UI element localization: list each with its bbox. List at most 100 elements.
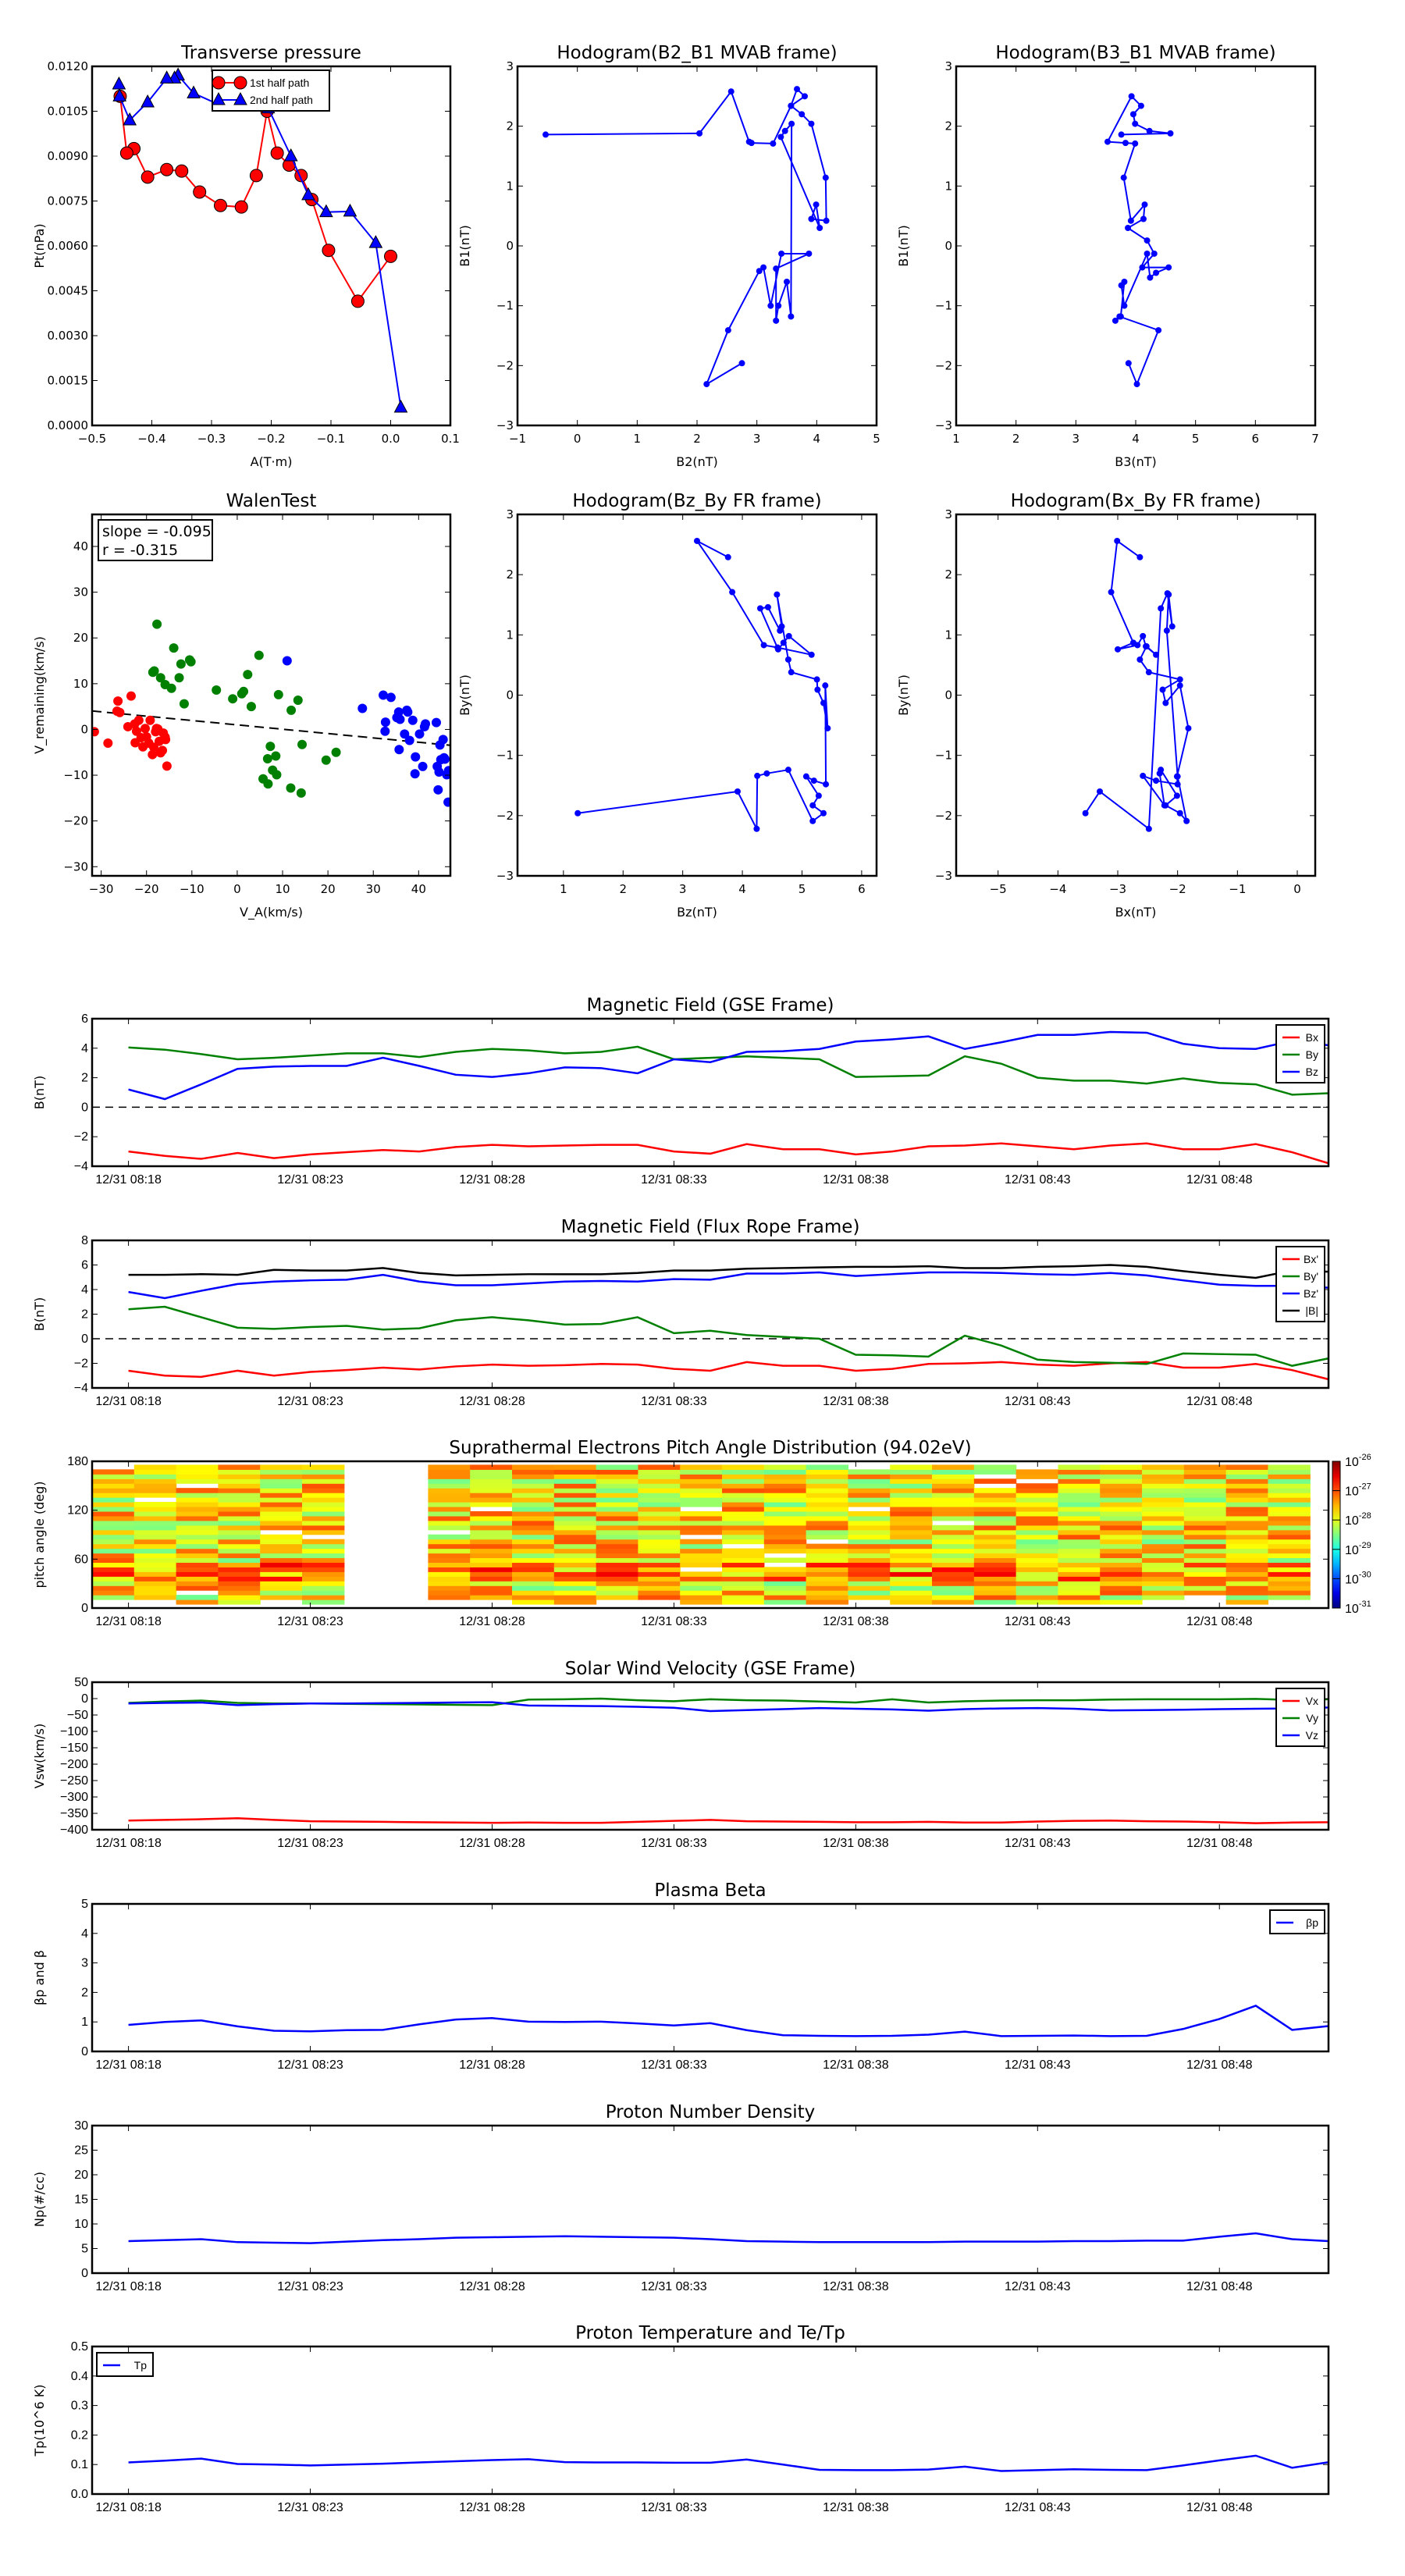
heatmap-cell bbox=[1183, 1483, 1227, 1489]
x-axis-label: A(T·m) bbox=[251, 454, 293, 469]
time-tick-label: 12/31 08:28 bbox=[459, 2058, 525, 2072]
heatmap-cell bbox=[596, 1529, 639, 1535]
heatmap-cell bbox=[932, 1599, 975, 1605]
heatmap-cell bbox=[428, 1520, 471, 1526]
x-axis-label: B2(nT) bbox=[676, 454, 718, 469]
heatmap-cell bbox=[428, 1474, 471, 1479]
data-point bbox=[1125, 360, 1132, 367]
heatmap-cell bbox=[763, 1469, 807, 1475]
heatmap-cell bbox=[763, 1595, 807, 1600]
plot-frame bbox=[91, 1239, 1330, 1389]
plot-frame bbox=[91, 65, 452, 427]
data-point bbox=[1167, 130, 1174, 137]
series-tp bbox=[128, 2454, 1329, 2472]
heatmap-cell bbox=[1058, 1567, 1101, 1572]
data-point bbox=[773, 317, 780, 324]
heatmap-cell bbox=[553, 1553, 597, 1559]
heatmap-cell bbox=[596, 1534, 639, 1540]
data-point bbox=[1121, 302, 1128, 309]
heatmap-cell bbox=[553, 1557, 597, 1564]
heatmap-cell bbox=[1183, 1478, 1227, 1484]
series-group3 bbox=[282, 656, 450, 807]
data-point bbox=[212, 685, 222, 696]
time-tick-label: 12/31 08:43 bbox=[1005, 2058, 1071, 2072]
heatmap-cell bbox=[1142, 1595, 1185, 1600]
heatmap-cell bbox=[1142, 1493, 1185, 1498]
heatmap-cell bbox=[218, 1543, 261, 1550]
heatmap-cell bbox=[763, 1576, 807, 1582]
heatmap-cell bbox=[218, 1534, 261, 1540]
heatmap-cell bbox=[1183, 1585, 1227, 1591]
heatmap-cell bbox=[848, 1571, 891, 1577]
data-point bbox=[1112, 317, 1119, 324]
y-axis-label: Np(#/cc) bbox=[32, 2172, 47, 2227]
data-point bbox=[788, 120, 795, 127]
heatmap-cell bbox=[1016, 1562, 1059, 1567]
heatmap-cell bbox=[763, 1474, 807, 1479]
heatmap-cell bbox=[302, 1576, 345, 1582]
plot-area bbox=[1104, 93, 1174, 388]
heatmap-cell bbox=[133, 1553, 177, 1559]
heatmap-cell bbox=[848, 1567, 891, 1572]
y-tick-label: 0.0090 bbox=[48, 149, 89, 163]
heatmap-cell bbox=[218, 1497, 261, 1503]
data-point bbox=[816, 225, 823, 231]
heatmap-cell bbox=[638, 1595, 681, 1600]
time-tick-label: 12/31 08:33 bbox=[641, 2501, 707, 2514]
heatmap-cell bbox=[806, 1520, 849, 1526]
heatmap-cell bbox=[973, 1562, 1017, 1567]
heatmap-cell bbox=[680, 1529, 723, 1535]
heatmap-cell bbox=[806, 1497, 849, 1503]
y-tick-label: 0 bbox=[81, 1602, 88, 1615]
data-point bbox=[283, 148, 298, 162]
heatmap-cell bbox=[1016, 1557, 1059, 1564]
y-tick-label: 0.0000 bbox=[48, 418, 89, 432]
heatmap-cell bbox=[932, 1506, 975, 1512]
heatmap-cell bbox=[848, 1478, 891, 1484]
heatmap-cell bbox=[428, 1493, 471, 1498]
time-tick-label: 12/31 08:43 bbox=[1005, 1837, 1071, 1850]
heatmap-cell bbox=[1100, 1539, 1143, 1545]
data-point bbox=[393, 399, 408, 413]
heatmap-cell bbox=[512, 1520, 555, 1526]
heatmap-cell bbox=[1058, 1488, 1101, 1493]
heatmap-cell bbox=[428, 1585, 471, 1591]
heatmap-cell bbox=[512, 1595, 555, 1600]
heatmap-cell bbox=[680, 1502, 723, 1507]
heatmap-cell bbox=[1058, 1557, 1101, 1564]
heatmap-cell bbox=[1100, 1483, 1143, 1489]
heatmap-cell bbox=[1016, 1585, 1059, 1591]
colorbar-label: 10-30 bbox=[1345, 1570, 1371, 1586]
time-tick-label: 12/31 08:48 bbox=[1186, 1173, 1253, 1187]
heatmap-cell bbox=[722, 1493, 765, 1498]
heatmap-cell bbox=[680, 1599, 723, 1605]
heatmap-cell bbox=[763, 1497, 807, 1503]
heatmap-cell bbox=[722, 1539, 765, 1545]
heatmap-cell bbox=[1142, 1469, 1185, 1475]
data-point bbox=[1174, 773, 1181, 780]
y-tick-label: 0.0030 bbox=[48, 329, 89, 343]
heatmap-cell bbox=[932, 1543, 975, 1550]
data-point bbox=[1158, 605, 1165, 612]
colorbar-label-exponent: -31 bbox=[1359, 1599, 1371, 1609]
heatmap-cell bbox=[470, 1576, 513, 1582]
data-point bbox=[140, 724, 150, 734]
heatmap-cell bbox=[1225, 1557, 1269, 1564]
heatmap-cell bbox=[932, 1502, 975, 1507]
time-tick-label: 12/31 08:28 bbox=[459, 1395, 525, 1408]
heatmap-cell bbox=[133, 1483, 177, 1489]
y-tick-label: −150 bbox=[60, 1742, 88, 1755]
data-point bbox=[822, 682, 829, 689]
time-tick-label: 12/31 08:33 bbox=[641, 2280, 707, 2293]
y-tick-label: 4 bbox=[81, 1042, 88, 1055]
y-axis-label: B1(nT) bbox=[457, 225, 472, 267]
heatmap-cell bbox=[722, 1590, 765, 1596]
y-tick-label: 5 bbox=[81, 1898, 88, 1911]
heatmap-cell bbox=[553, 1595, 597, 1600]
heatmap-cell bbox=[428, 1502, 471, 1507]
heatmap-cell bbox=[1183, 1567, 1227, 1572]
heatmap-cell bbox=[1183, 1525, 1227, 1531]
heatmap-cell bbox=[1016, 1599, 1059, 1605]
heatmap-cell bbox=[133, 1515, 177, 1521]
y-tick-label: −2 bbox=[935, 809, 952, 823]
